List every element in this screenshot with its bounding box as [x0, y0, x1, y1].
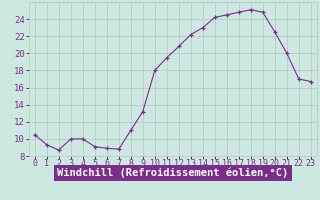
X-axis label: Windchill (Refroidissement éolien,°C): Windchill (Refroidissement éolien,°C)	[57, 168, 288, 178]
